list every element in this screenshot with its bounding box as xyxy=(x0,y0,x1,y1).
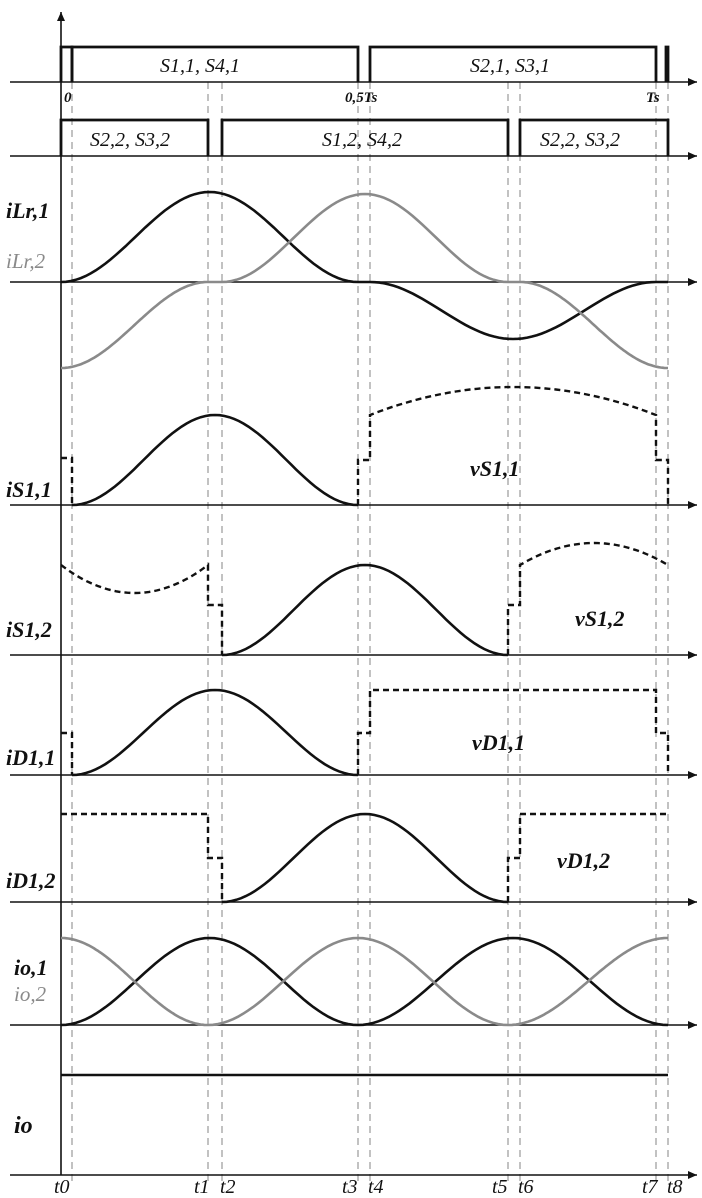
wave-vs11 xyxy=(356,385,670,505)
wave-vd11 xyxy=(356,688,670,775)
label-t4: t4 xyxy=(368,1176,384,1198)
pulse-s12-s42 xyxy=(220,118,510,156)
pulse-s21-start xyxy=(59,45,74,82)
label-ilr2: iLr,2 xyxy=(6,249,46,273)
label-s11-s41: S1,1, S4,1 xyxy=(160,55,240,77)
label-s21-s31: S2,1, S3,1 xyxy=(470,55,550,77)
label-s12-s42: S1,2, S4,2 xyxy=(322,129,402,151)
label-is11: iS1,1 xyxy=(6,477,52,502)
time-axis-labels: t0 t1 t2 t3 t4 t5 t6 t7 t8 xyxy=(54,1176,683,1198)
wave-vd11-start xyxy=(61,731,74,775)
pulse-s22-s32-b xyxy=(518,118,670,156)
wave-io2 xyxy=(61,936,668,1027)
label-t5: t5 xyxy=(492,1176,508,1198)
wave-ilr2 xyxy=(61,192,668,370)
mark-full-period: Ts xyxy=(646,90,660,106)
wave-vs11-start xyxy=(61,456,74,505)
pulse-s11-end xyxy=(664,45,670,82)
wave-vd12 xyxy=(506,812,668,902)
label-t3: t3 xyxy=(342,1176,358,1198)
time-guide-lines xyxy=(71,82,669,1182)
label-t7: t7 xyxy=(642,1176,659,1198)
label-io: io xyxy=(14,1113,33,1139)
pulse-s21-s31 xyxy=(368,45,658,82)
label-s22-s32-b: S2,2, S3,2 xyxy=(540,129,620,151)
wave-id11 xyxy=(71,688,359,777)
wave-vd12-start xyxy=(61,812,224,902)
label-t1: t1 xyxy=(194,1176,210,1198)
label-t0: t0 xyxy=(54,1176,70,1198)
pulse-s22-s32-a xyxy=(59,118,210,156)
pulse-s11-s41 xyxy=(70,45,360,82)
wave-is11 xyxy=(71,413,359,507)
label-io2: io,2 xyxy=(14,982,47,1006)
label-vs11: vS1,1 xyxy=(470,456,520,481)
label-t8: t8 xyxy=(667,1176,683,1198)
label-vs12: vS1,2 xyxy=(575,606,625,631)
label-s22-s32-a: S2,2, S3,2 xyxy=(90,129,170,151)
label-t2: t2 xyxy=(220,1176,236,1198)
wave-vs12-start xyxy=(60,562,224,655)
label-ilr1: iLr,1 xyxy=(6,198,49,223)
label-is12: iS1,2 xyxy=(6,617,52,642)
label-vd12: vD1,2 xyxy=(557,848,610,873)
wave-ilr1 xyxy=(60,190,668,341)
wave-vs12 xyxy=(506,541,669,655)
wave-io1 xyxy=(60,936,669,1027)
gate-pulses xyxy=(59,45,670,156)
waveforms xyxy=(60,190,670,1027)
wave-id12 xyxy=(221,812,509,904)
label-t6: t6 xyxy=(518,1176,534,1198)
label-id12: iD1,2 xyxy=(6,868,56,893)
label-id11: iD1,1 xyxy=(6,745,56,770)
label-io1: io,1 xyxy=(14,955,48,980)
mark-zero: 0 xyxy=(64,90,72,106)
mark-half-period: 0,5Ts xyxy=(345,90,378,106)
wave-is12 xyxy=(221,563,509,657)
label-vd11: vD1,1 xyxy=(472,730,525,755)
